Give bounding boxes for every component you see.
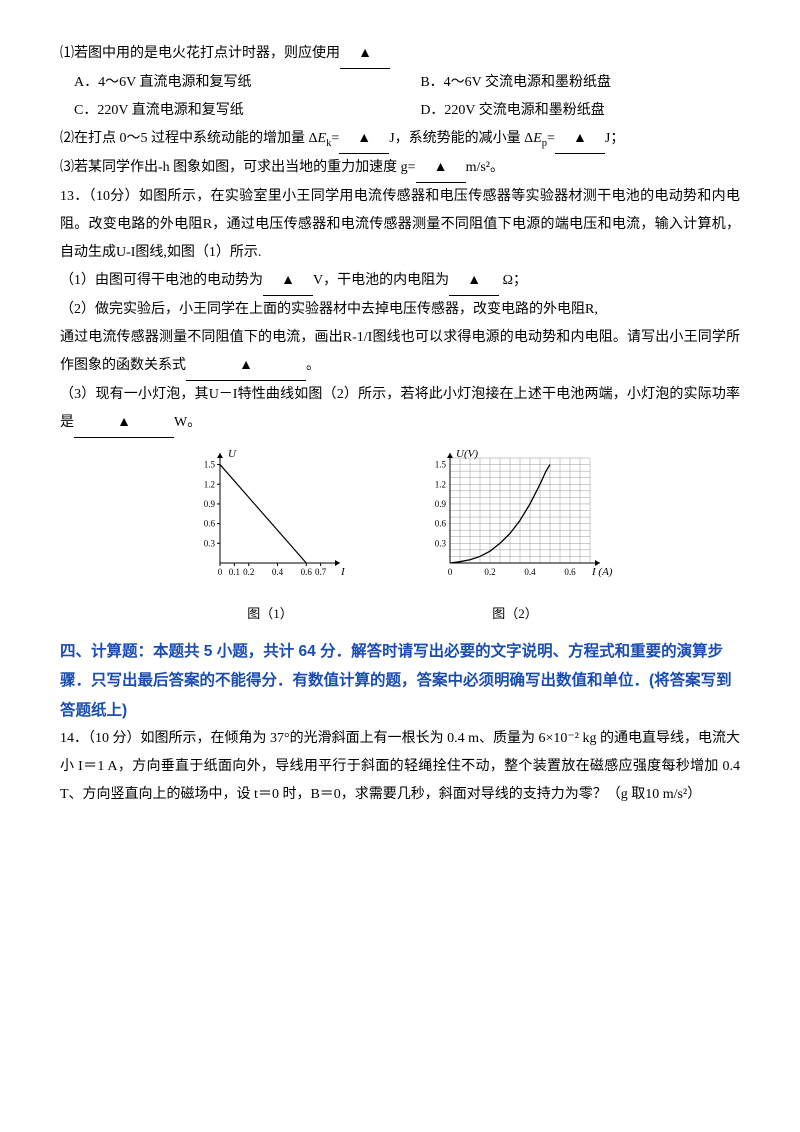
text: W。	[174, 415, 201, 430]
text: 通过电流传感器测量不同阻值下的电流，画出R-1/I图线也可以求得电源的电动势和内…	[60, 330, 740, 373]
svg-text:1.5: 1.5	[204, 460, 216, 470]
q13-stem: 13．（10分）如图所示，在实验室里小王同学用电流传感器和电压传感器等实验器材测…	[60, 183, 740, 267]
text: ⑶若某同学作出-h 图象如图，可求出当地的重力加速度 g=	[60, 160, 416, 175]
section-4-header: 四、计算题：本题共 5 小题，共计 64 分．解答时请写出必要的文字说明、方程式…	[60, 637, 740, 725]
chart-ui-curve: 0.3 0.6 0.9 1.2 1.5 0 0.2 0.4 0.6 U(V) I (A)	[415, 448, 615, 588]
svg-text:I: I	[340, 566, 346, 578]
svg-text:0.6: 0.6	[564, 567, 576, 577]
blank-fill[interactable]: ▲	[186, 352, 306, 381]
text: m/s²。	[466, 160, 504, 175]
text: （1）由图可得干电池的电动势为	[60, 273, 263, 288]
q14: 14．（10 分）如图所示，在倾角为 37°的光滑斜面上有一根长为 0.4 m、…	[60, 725, 740, 809]
blank-fill[interactable]: ▲	[555, 125, 605, 154]
svg-text:U: U	[228, 448, 237, 460]
svg-text:0.7: 0.7	[315, 567, 327, 577]
blank-fill[interactable]: ▲	[449, 267, 499, 296]
text: ⑵在打点 0～5 过程中系统动能的增加量 Δ	[60, 131, 318, 146]
option-c: C．220V 直流电源和复写纸	[74, 97, 420, 125]
blank-fill[interactable]: ▲	[339, 125, 389, 154]
blank-fill[interactable]: ▲	[263, 267, 313, 296]
options-row-ab: A．4～6V 直流电源和复写纸 B．4～6V 交流电源和墨粉纸盘	[60, 69, 740, 97]
svg-text:0.9: 0.9	[435, 499, 447, 509]
svg-text:0.6: 0.6	[435, 519, 447, 529]
text: 。	[306, 358, 320, 373]
blank-fill[interactable]: ▲	[340, 40, 390, 69]
svg-text:U(V): U(V)	[456, 448, 478, 460]
svg-text:0.6: 0.6	[301, 567, 313, 577]
chart-ui-line: 0.30.60.91.21.500.10.20.40.60.7UI	[185, 448, 355, 588]
figure-2: 0.3 0.6 0.9 1.2 1.5 0 0.2 0.4 0.6 U(V) I (A) 图（2）	[415, 448, 615, 627]
svg-text:0.3: 0.3	[435, 538, 447, 548]
q13-part3: （3）现有一小灯泡，其U－I特性曲线如图（2）所示，若将此小灯泡接在上述干电池两…	[60, 381, 740, 438]
options-row-cd: C．220V 直流电源和复写纸 D．220V 交流电源和墨粉纸盘	[60, 97, 740, 125]
svg-text:1.2: 1.2	[435, 479, 446, 489]
option-b: B．4～6V 交流电源和墨粉纸盘	[420, 69, 611, 97]
q12-part3: ⑶若某同学作出-h 图象如图，可求出当地的重力加速度 g= ▲ m/s²。	[60, 154, 740, 183]
svg-text:0.3: 0.3	[204, 538, 216, 548]
q13-part2b: 通过电流传感器测量不同阻值下的电流，画出R-1/I图线也可以求得电源的电动势和内…	[60, 324, 740, 381]
text: J；	[605, 131, 624, 146]
option-d: D．220V 交流电源和墨粉纸盘	[420, 97, 604, 125]
svg-text:0.2: 0.2	[243, 567, 254, 577]
blank-fill[interactable]: ▲	[74, 409, 174, 438]
figure-1: 0.30.60.91.21.500.10.20.40.60.7UI 图（1）	[185, 448, 355, 627]
svg-text:0.2: 0.2	[484, 567, 495, 577]
svg-text:0.1: 0.1	[229, 567, 240, 577]
svg-text:0: 0	[448, 567, 453, 577]
q12-part2: ⑵在打点 0～5 过程中系统动能的增加量 ΔEk= ▲ J，系统势能的减小量 Δ…	[60, 125, 740, 154]
figures-row: 0.30.60.91.21.500.10.20.40.60.7UI 图（1） 0…	[60, 448, 740, 627]
text: ⑴若图中用的是电火花打点计时器，则应使用	[60, 46, 340, 61]
fig1-caption: 图（1）	[185, 601, 355, 627]
text: Ω；	[499, 273, 527, 288]
option-a: A．4～6V 直流电源和复写纸	[74, 69, 420, 97]
q13-part1: （1）由图可得干电池的电动势为 ▲ V，干电池的内电阻为 ▲ Ω；	[60, 267, 740, 296]
text: J，系统势能的减小量 Δ	[389, 131, 533, 146]
q12-part1: ⑴若图中用的是电火花打点计时器，则应使用 ▲	[60, 40, 740, 69]
svg-text:0.9: 0.9	[204, 499, 216, 509]
svg-text:I (A): I (A)	[591, 566, 613, 578]
svg-text:1.2: 1.2	[204, 479, 215, 489]
svg-text:0.6: 0.6	[204, 519, 216, 529]
svg-text:0.4: 0.4	[272, 567, 284, 577]
q13-part2a: （2）做完实验后，小王同学在上面的实验器材中去掉电压传感器，改变电路的外电阻R,	[60, 296, 740, 324]
text: V，干电池的内电阻为	[313, 273, 449, 288]
blank-fill[interactable]: ▲	[416, 154, 466, 183]
svg-text:0.4: 0.4	[524, 567, 536, 577]
svg-text:0: 0	[218, 567, 223, 577]
svg-text:1.5: 1.5	[435, 460, 447, 470]
fig2-caption: 图（2）	[415, 601, 615, 627]
